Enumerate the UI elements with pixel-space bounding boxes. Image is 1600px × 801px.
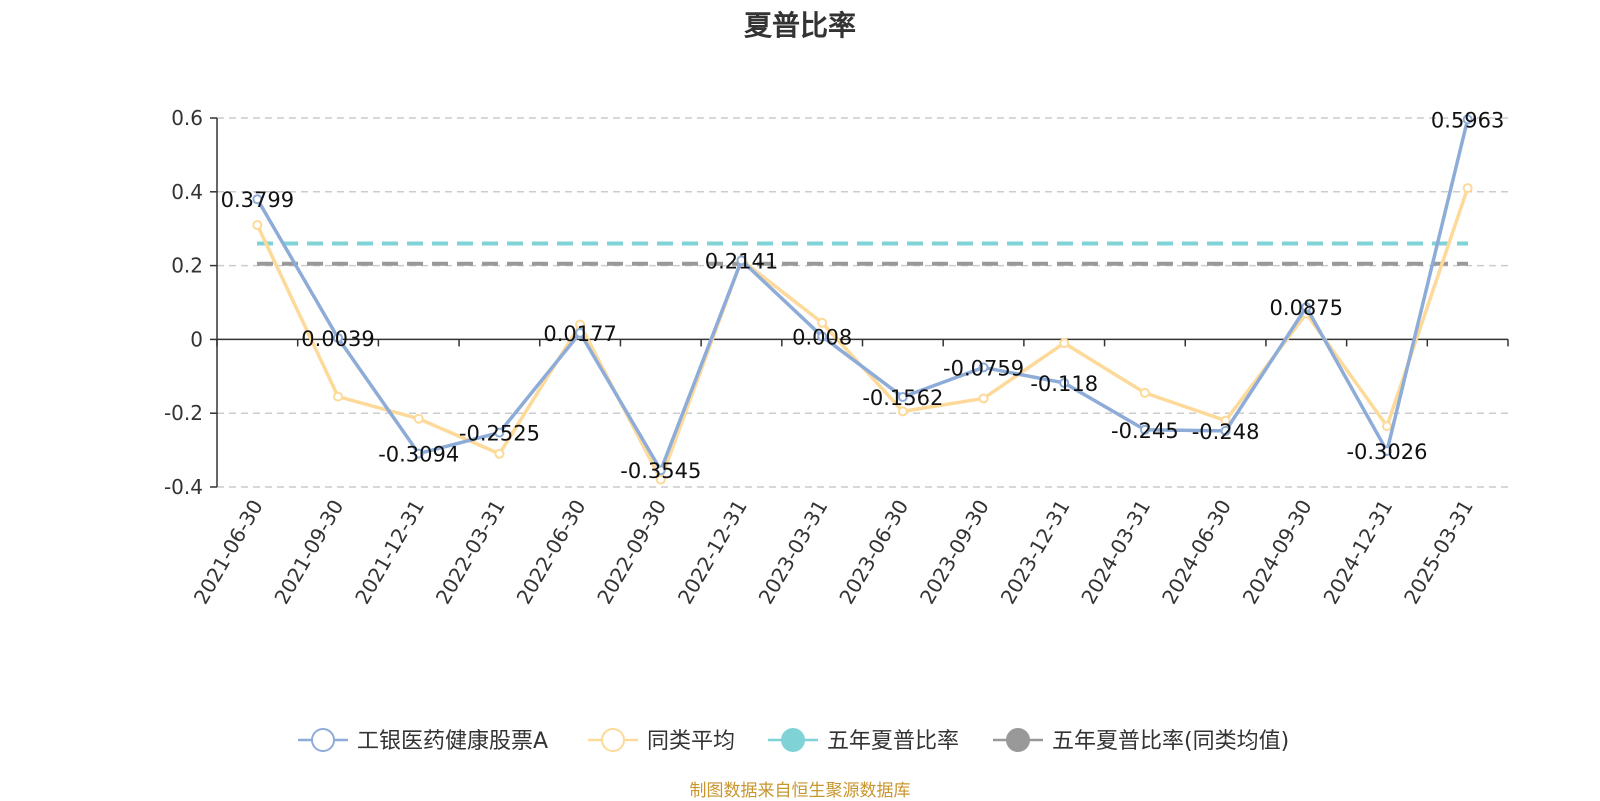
legend-label: 五年夏普比率 bbox=[827, 729, 959, 754]
data-point bbox=[897, 392, 908, 403]
legend-item[interactable]: 五年夏普比率 bbox=[768, 728, 959, 754]
data-label: -0.1562 bbox=[862, 386, 943, 410]
x-tick-label: 2021-12-31 bbox=[350, 496, 429, 609]
data-label: 0.5963 bbox=[1431, 108, 1504, 132]
series-layer bbox=[252, 114, 1473, 485]
y-tick-label: 0.6 bbox=[171, 106, 203, 130]
data-label: -0.3545 bbox=[620, 459, 701, 483]
chart-title: 夏普比率 bbox=[743, 9, 856, 42]
data-point bbox=[1059, 338, 1070, 349]
data-point bbox=[655, 474, 666, 485]
x-tick-label: 2023-03-31 bbox=[754, 496, 833, 609]
data-point bbox=[1139, 387, 1150, 398]
x-tick-label: 2024-12-31 bbox=[1318, 496, 1397, 609]
y-tick-label: 0 bbox=[190, 327, 203, 351]
y-tick-label: -0.4 bbox=[164, 475, 203, 499]
data-label: -0.3026 bbox=[1346, 440, 1427, 464]
data-point bbox=[817, 317, 828, 328]
x-tick-label: 2025-03-31 bbox=[1399, 496, 1478, 609]
data-point bbox=[655, 465, 666, 476]
source-note: 制图数据来自恒生聚源数据库 bbox=[689, 781, 911, 801]
data-point bbox=[1220, 415, 1231, 426]
data-point bbox=[978, 362, 989, 373]
data-point bbox=[413, 448, 424, 459]
x-tick-label: 2023-06-30 bbox=[834, 496, 913, 609]
x-tick-label: 2024-09-30 bbox=[1238, 496, 1317, 609]
data-point bbox=[1220, 425, 1231, 436]
data-point bbox=[413, 413, 424, 424]
data-label: 0.3799 bbox=[221, 188, 294, 212]
reference-lines bbox=[257, 241, 1468, 266]
x-tick-label: 2024-03-31 bbox=[1076, 496, 1155, 609]
series-line bbox=[255, 118, 1470, 472]
x-tick-label: 2022-03-31 bbox=[431, 496, 510, 609]
x-tick-label: 2022-09-30 bbox=[592, 496, 671, 609]
data-point bbox=[897, 406, 908, 417]
data-label: -0.118 bbox=[1030, 372, 1098, 396]
legend-marker bbox=[781, 728, 805, 752]
data-point bbox=[333, 332, 344, 343]
data-point bbox=[978, 393, 989, 404]
data-point bbox=[736, 255, 747, 266]
data-label: -0.0759 bbox=[943, 356, 1024, 380]
series-line bbox=[255, 187, 1470, 482]
legend-marker bbox=[601, 728, 625, 752]
data-label: -0.3094 bbox=[378, 443, 459, 467]
data-point bbox=[494, 448, 505, 459]
legend-item[interactable]: 五年夏普比率(同类均值) bbox=[993, 728, 1289, 754]
data-label: 0.2141 bbox=[705, 249, 778, 273]
y-tick-label: -0.2 bbox=[164, 401, 203, 425]
x-tick-label: 2023-12-31 bbox=[996, 496, 1075, 609]
data-point bbox=[817, 331, 828, 342]
data-label: -0.245 bbox=[1111, 419, 1179, 443]
data-label: 0.0039 bbox=[301, 327, 374, 351]
legend-item[interactable]: 工银医药健康股票A bbox=[298, 728, 548, 754]
x-tick-label: 2021-09-30 bbox=[269, 496, 348, 609]
data-point bbox=[494, 427, 505, 438]
data-point bbox=[252, 220, 263, 231]
data-label: -0.2525 bbox=[459, 422, 540, 446]
data-point bbox=[1462, 183, 1473, 194]
data-label: -0.248 bbox=[1192, 420, 1260, 444]
data-point bbox=[1381, 421, 1392, 432]
x-tick-label: 2022-06-30 bbox=[512, 496, 591, 609]
y-tick-label: 0.2 bbox=[171, 254, 203, 278]
data-label: 0.0177 bbox=[543, 322, 616, 346]
x-tick-label: 2022-12-31 bbox=[673, 496, 752, 609]
data-point bbox=[1381, 446, 1392, 457]
legend-label: 五年夏普比率(同类均值) bbox=[1052, 729, 1289, 754]
legend-label: 同类平均 bbox=[647, 729, 735, 754]
y-tick-label: 0.4 bbox=[171, 180, 203, 204]
legend: 工银医药健康股票A 同类平均 五年夏普比率 五年夏普比率(同类均值) bbox=[298, 728, 1289, 754]
legend-item[interactable]: 同类平均 bbox=[588, 728, 735, 754]
data-labels: 0.3799 0.0039 -0.3094-0.2525 0.0177 -0.3545 0… bbox=[221, 108, 1505, 483]
x-tick-label: 2021-06-30 bbox=[189, 496, 268, 609]
legend-label: 工银医药健康股票A bbox=[357, 729, 548, 754]
data-label: 0.008 bbox=[792, 325, 852, 349]
data-point bbox=[1301, 302, 1312, 313]
data-point bbox=[333, 391, 344, 402]
legend-marker bbox=[311, 728, 335, 752]
data-point bbox=[575, 327, 586, 338]
data-point bbox=[1139, 424, 1150, 435]
data-point bbox=[252, 194, 263, 205]
legend-marker bbox=[1006, 728, 1030, 752]
data-point bbox=[1462, 114, 1473, 125]
data-label: 0.0875 bbox=[1270, 296, 1343, 320]
data-point bbox=[1059, 377, 1070, 388]
x-tick-label: 2023-09-30 bbox=[915, 496, 994, 609]
x-tick-label: 2024-06-30 bbox=[1157, 496, 1236, 609]
